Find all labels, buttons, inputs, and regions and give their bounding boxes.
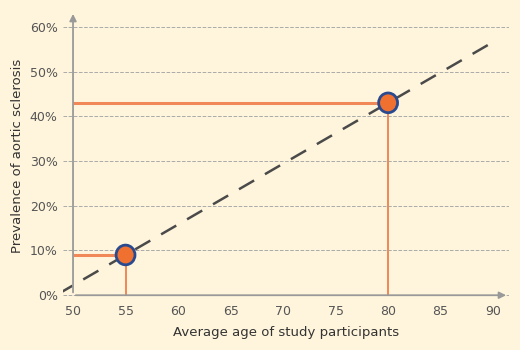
- Ellipse shape: [116, 245, 135, 265]
- Y-axis label: Prevalence of aortic sclerosis: Prevalence of aortic sclerosis: [11, 58, 24, 253]
- X-axis label: Average age of study participants: Average age of study participants: [173, 326, 399, 339]
- Ellipse shape: [379, 93, 398, 113]
